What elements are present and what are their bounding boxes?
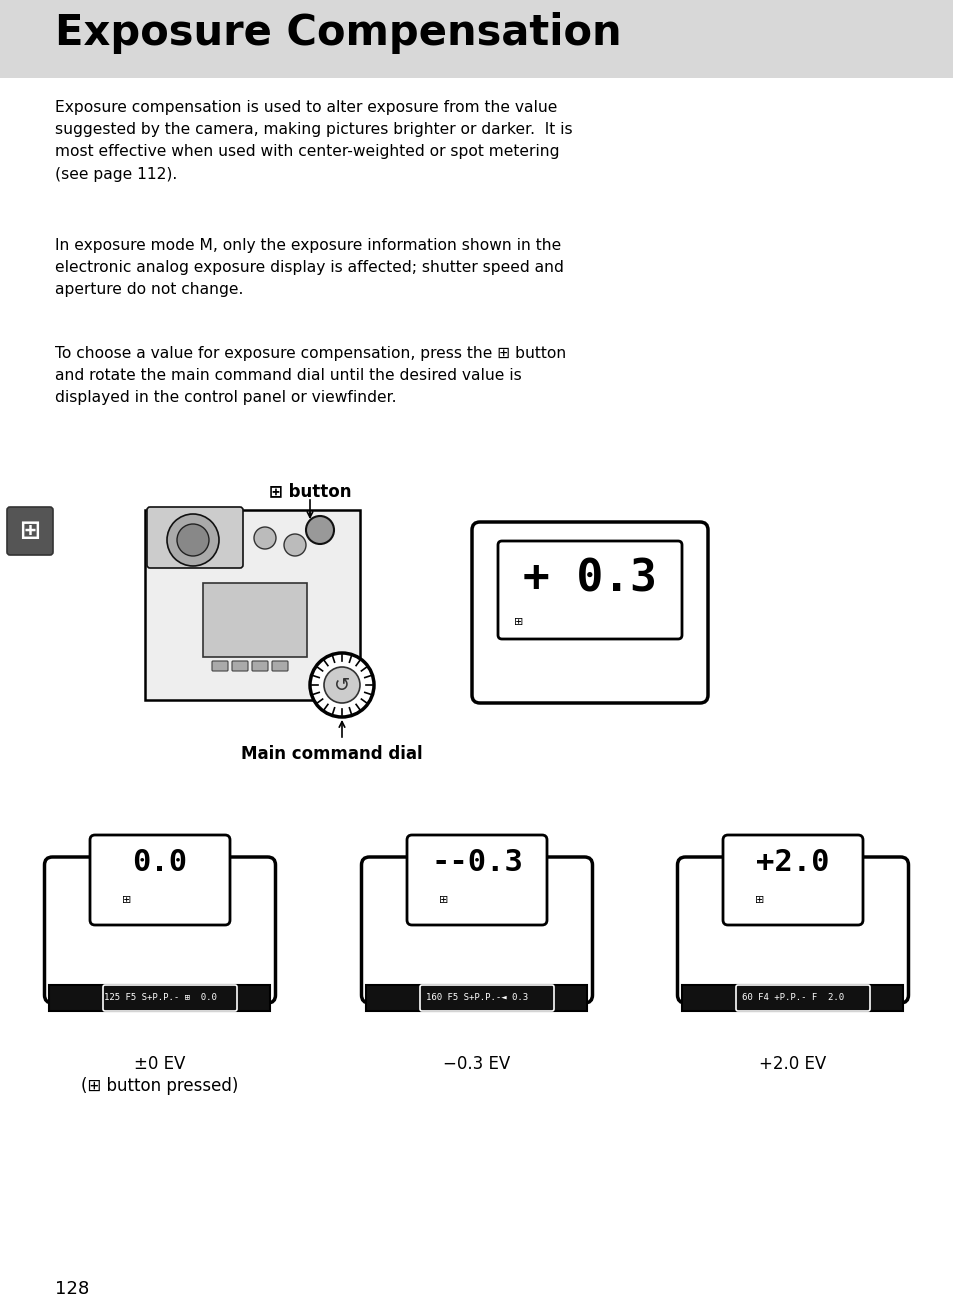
Text: 128: 128: [55, 1280, 90, 1298]
Text: ⊞: ⊞: [438, 895, 448, 905]
Text: Exposure Compensation: Exposure Compensation: [55, 12, 621, 54]
FancyBboxPatch shape: [252, 661, 268, 671]
Text: ⊞: ⊞: [514, 618, 523, 627]
Text: 125 F5 S+P.P.- ⊞  0.0: 125 F5 S+P.P.- ⊞ 0.0: [104, 993, 216, 1003]
FancyBboxPatch shape: [50, 986, 271, 1010]
Text: 0.0: 0.0: [132, 848, 188, 876]
Text: --0.3: --0.3: [431, 848, 522, 876]
Text: ⊞: ⊞: [19, 519, 40, 543]
Circle shape: [284, 533, 306, 556]
FancyBboxPatch shape: [361, 857, 592, 1003]
FancyBboxPatch shape: [145, 510, 359, 700]
Circle shape: [177, 524, 209, 556]
Text: Main command dial: Main command dial: [241, 745, 422, 763]
Text: ±0 EV: ±0 EV: [134, 1055, 186, 1074]
FancyBboxPatch shape: [0, 0, 953, 78]
FancyBboxPatch shape: [212, 661, 228, 671]
FancyBboxPatch shape: [366, 986, 587, 1010]
FancyBboxPatch shape: [147, 507, 243, 568]
Text: −0.3 EV: −0.3 EV: [443, 1055, 510, 1074]
Text: +2.0 EV: +2.0 EV: [759, 1055, 825, 1074]
FancyBboxPatch shape: [407, 834, 546, 925]
FancyBboxPatch shape: [203, 583, 307, 657]
Text: 160 F5 S+P.P.-◄ 0.3: 160 F5 S+P.P.-◄ 0.3: [425, 993, 528, 1003]
Text: ↺: ↺: [334, 675, 350, 695]
FancyBboxPatch shape: [419, 986, 554, 1010]
FancyBboxPatch shape: [722, 834, 862, 925]
Text: Exposure compensation is used to alter exposure from the value
suggested by the : Exposure compensation is used to alter e…: [55, 100, 572, 181]
FancyBboxPatch shape: [232, 661, 248, 671]
Circle shape: [253, 527, 275, 549]
FancyBboxPatch shape: [45, 857, 275, 1003]
FancyBboxPatch shape: [7, 507, 53, 555]
FancyBboxPatch shape: [497, 541, 681, 639]
FancyBboxPatch shape: [472, 522, 707, 703]
Circle shape: [306, 516, 334, 544]
Text: In exposure mode M, only the exposure information shown in the
electronic analog: In exposure mode M, only the exposure in…: [55, 238, 563, 297]
Text: + 0.3: + 0.3: [522, 557, 657, 600]
Text: +2.0: +2.0: [756, 848, 829, 876]
Text: 60 F4 +P.P.- F  2.0: 60 F4 +P.P.- F 2.0: [741, 993, 843, 1003]
Circle shape: [310, 653, 374, 717]
Text: ⊞ button: ⊞ button: [269, 482, 351, 501]
Circle shape: [324, 668, 359, 703]
FancyBboxPatch shape: [103, 986, 236, 1010]
Text: ⊞: ⊞: [754, 895, 763, 905]
FancyBboxPatch shape: [677, 857, 907, 1003]
Circle shape: [167, 514, 219, 566]
FancyBboxPatch shape: [681, 986, 902, 1010]
Text: To choose a value for exposure compensation, press the ⊞ button
and rotate the m: To choose a value for exposure compensat…: [55, 346, 566, 406]
FancyBboxPatch shape: [90, 834, 230, 925]
Text: ⊞: ⊞: [122, 895, 132, 905]
Text: (⊞ button pressed): (⊞ button pressed): [81, 1077, 238, 1095]
Circle shape: [309, 519, 331, 541]
FancyBboxPatch shape: [272, 661, 288, 671]
FancyBboxPatch shape: [735, 986, 869, 1010]
